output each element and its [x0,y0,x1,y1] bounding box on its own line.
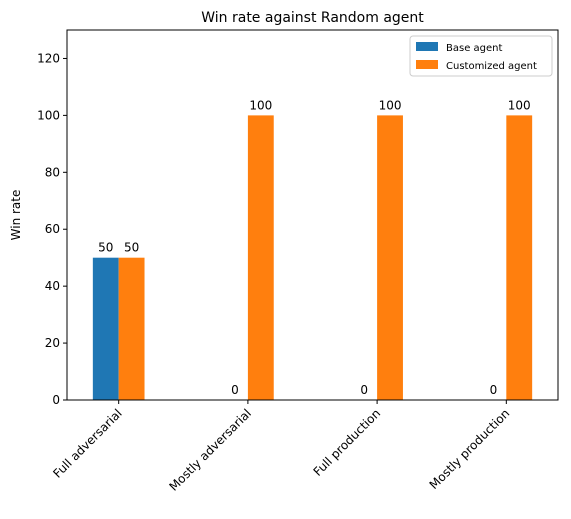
bar-customized-0 [118,257,145,400]
x-tick-label-3: Mostly production [427,406,513,492]
x-tick-label-0: Full adversarial [50,406,124,480]
y-tick-label-3: 60 [45,222,60,236]
y-axis-label: Win rate [9,190,23,241]
y-tick-label-2: 40 [45,279,60,293]
legend-swatch-base [416,42,438,51]
bar-label-base-0: 50 [98,241,113,255]
y-tick-label-4: 80 [45,165,60,179]
bar-customized-1 [247,115,274,400]
bar-customized-3 [506,115,533,400]
bar-base-0 [92,257,119,400]
legend-label-customized: Customized agent [446,61,537,72]
bar-labels-group: 50 0 0 0 50 100 100 100 [98,98,531,397]
bar-customized-2 [377,115,403,400]
y-tick-label-0: 0 [52,393,60,407]
bar-label-customized-2: 100 [379,98,402,112]
x-axis: Full adversarial Mostly adversarial Full p… [50,400,512,494]
plot-frame [66,29,559,401]
bar-label-base-2: 0 [360,383,368,397]
x-tick-label-1: Mostly adversarial [166,406,254,494]
bar-label-customized-1: 100 [249,98,272,112]
legend-box [409,35,553,77]
chart-title: Win rate against Random agent [201,10,424,26]
y-tick-label-1: 20 [45,336,60,350]
y-tick-label-5: 100 [37,108,60,122]
legend-swatch-customized [416,60,438,69]
legend-label-base: Base agent [446,43,502,54]
bars-group [92,115,533,400]
bar-label-customized-3: 100 [508,98,531,112]
bar-label-customized-0: 50 [124,241,139,255]
x-tick-label-2: Full production [311,406,384,479]
bar-label-base-1: 0 [231,383,239,397]
y-axis: 0 20 40 60 80 100 120 [37,51,67,407]
bar-label-base-3: 0 [490,383,498,397]
y-tick-label-6: 120 [37,51,60,65]
legend: Base agent Customized agent [409,35,553,77]
